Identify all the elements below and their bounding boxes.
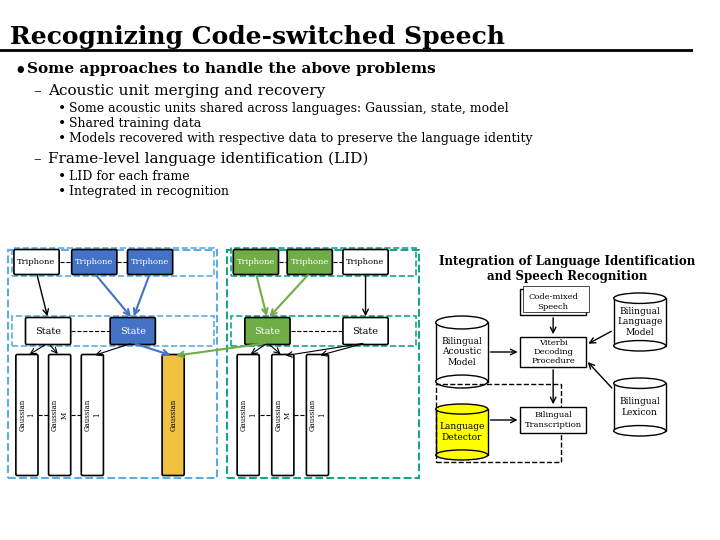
Text: Models recovered with respective data to preserve the language identity: Models recovered with respective data to… — [69, 132, 533, 145]
Text: Triphone: Triphone — [237, 258, 275, 266]
Text: Bilingual
Transcription: Bilingual Transcription — [525, 411, 582, 429]
Bar — [231, 248, 415, 276]
Text: Some acoustic units shared across languages: Gaussian, state, model: Some acoustic units shared across langua… — [69, 102, 509, 115]
Text: Gaussian
1: Gaussian 1 — [84, 399, 101, 431]
Bar — [523, 286, 589, 312]
Text: •: • — [58, 102, 66, 116]
Text: Bilingual
Language
Model: Bilingual Language Model — [617, 307, 662, 337]
Text: LID for each frame: LID for each frame — [69, 170, 190, 183]
Bar — [521, 337, 586, 367]
Text: Bilingual
Acoustic
Model: Bilingual Acoustic Model — [441, 337, 482, 367]
Ellipse shape — [436, 404, 487, 414]
Text: Gaussian
1: Gaussian 1 — [240, 399, 257, 431]
FancyBboxPatch shape — [48, 354, 71, 476]
FancyBboxPatch shape — [287, 249, 333, 274]
Text: –: – — [34, 152, 41, 166]
Bar — [436, 322, 487, 382]
FancyBboxPatch shape — [25, 318, 71, 345]
Text: •: • — [58, 117, 66, 131]
Bar — [613, 383, 666, 431]
Text: Integration of Language Identification
and Speech Recognition: Integration of Language Identification a… — [439, 255, 696, 283]
Text: Recognizing Code-switched Speech: Recognizing Code-switched Speech — [9, 25, 505, 49]
Bar — [521, 289, 586, 315]
Text: Gaussian
1: Gaussian 1 — [18, 399, 35, 431]
Text: Triphone: Triphone — [131, 258, 169, 266]
FancyBboxPatch shape — [72, 249, 117, 274]
Bar — [227, 250, 420, 478]
FancyBboxPatch shape — [343, 249, 388, 274]
FancyBboxPatch shape — [343, 318, 388, 345]
FancyBboxPatch shape — [245, 318, 290, 345]
Bar — [12, 248, 214, 276]
Text: •: • — [14, 62, 26, 80]
Bar — [12, 316, 214, 346]
Text: Triphone: Triphone — [17, 258, 55, 266]
Ellipse shape — [436, 316, 487, 329]
Bar — [613, 298, 666, 346]
Text: Bilingual
Lexicon: Bilingual Lexicon — [619, 397, 660, 417]
Text: •: • — [58, 185, 66, 199]
FancyBboxPatch shape — [127, 249, 173, 274]
Text: •: • — [58, 132, 66, 146]
Bar — [436, 384, 561, 462]
Bar — [521, 407, 586, 433]
FancyBboxPatch shape — [110, 318, 156, 345]
Text: Acoustic unit merging and recovery: Acoustic unit merging and recovery — [48, 84, 325, 98]
FancyBboxPatch shape — [14, 249, 59, 274]
FancyBboxPatch shape — [307, 354, 328, 476]
Text: Triphone: Triphone — [291, 258, 329, 266]
Text: State: State — [353, 327, 379, 335]
Text: Integrated in recognition: Integrated in recognition — [69, 185, 229, 198]
Text: Language
Detector: Language Detector — [439, 422, 485, 442]
FancyBboxPatch shape — [81, 354, 104, 476]
Text: Gaussian
M: Gaussian M — [51, 399, 68, 431]
Text: Gaussian
M: Gaussian M — [274, 399, 292, 431]
Text: Triphone: Triphone — [75, 258, 113, 266]
Ellipse shape — [613, 293, 666, 303]
Text: Gaussian: Gaussian — [169, 399, 177, 431]
FancyBboxPatch shape — [162, 354, 184, 476]
Text: Gaussian
1: Gaussian 1 — [309, 399, 326, 431]
Text: •: • — [58, 170, 66, 184]
FancyBboxPatch shape — [16, 354, 38, 476]
Ellipse shape — [613, 378, 666, 388]
Bar — [8, 250, 217, 478]
Ellipse shape — [436, 375, 487, 388]
Text: Shared training data: Shared training data — [69, 117, 202, 130]
Bar — [231, 316, 415, 346]
FancyBboxPatch shape — [233, 249, 279, 274]
Text: Code-mixed
Speech: Code-mixed Speech — [528, 293, 578, 310]
Text: State: State — [254, 327, 280, 335]
FancyBboxPatch shape — [271, 354, 294, 476]
Text: Some approaches to handle the above problems: Some approaches to handle the above prob… — [27, 62, 436, 76]
Bar — [436, 409, 487, 455]
Text: Triphone: Triphone — [346, 258, 384, 266]
Text: State: State — [120, 327, 145, 335]
Text: Frame-level language identification (LID): Frame-level language identification (LID… — [48, 152, 369, 166]
Ellipse shape — [613, 426, 666, 436]
Ellipse shape — [613, 341, 666, 351]
Ellipse shape — [436, 450, 487, 460]
Text: State: State — [35, 327, 61, 335]
FancyBboxPatch shape — [237, 354, 259, 476]
Text: Viterbi
Decoding
Procedure: Viterbi Decoding Procedure — [531, 339, 575, 365]
Text: –: – — [34, 84, 41, 98]
